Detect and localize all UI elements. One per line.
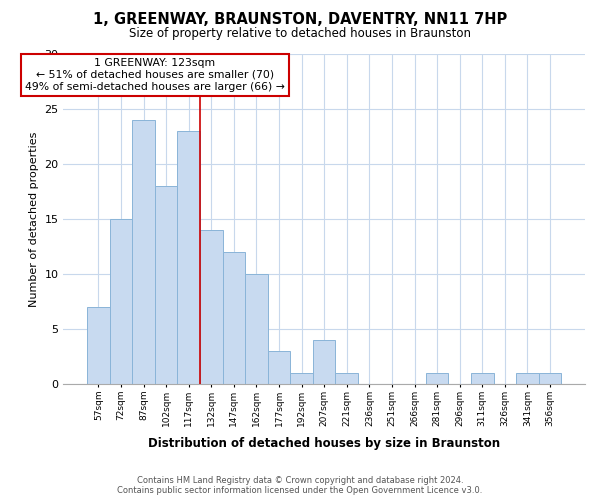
Bar	[200, 230, 223, 384]
Text: Size of property relative to detached houses in Braunston: Size of property relative to detached ho…	[129, 28, 471, 40]
Bar	[87, 307, 110, 384]
Bar	[155, 186, 178, 384]
X-axis label: Distribution of detached houses by size in Braunston: Distribution of detached houses by size …	[148, 437, 500, 450]
Y-axis label: Number of detached properties: Number of detached properties	[29, 132, 39, 306]
Text: Contains HM Land Registry data © Crown copyright and database right 2024.
Contai: Contains HM Land Registry data © Crown c…	[118, 476, 482, 495]
Bar	[335, 373, 358, 384]
Bar	[539, 373, 561, 384]
Text: 1, GREENWAY, BRAUNSTON, DAVENTRY, NN11 7HP: 1, GREENWAY, BRAUNSTON, DAVENTRY, NN11 7…	[93, 12, 507, 28]
Bar	[290, 373, 313, 384]
Bar	[223, 252, 245, 384]
Text: 1 GREENWAY: 123sqm
← 51% of detached houses are smaller (70)
49% of semi-detache: 1 GREENWAY: 123sqm ← 51% of detached hou…	[25, 58, 285, 92]
Bar	[268, 351, 290, 384]
Bar	[313, 340, 335, 384]
Bar	[471, 373, 494, 384]
Bar	[516, 373, 539, 384]
Bar	[178, 131, 200, 384]
Bar	[245, 274, 268, 384]
Bar	[110, 219, 132, 384]
Bar	[132, 120, 155, 384]
Bar	[426, 373, 448, 384]
